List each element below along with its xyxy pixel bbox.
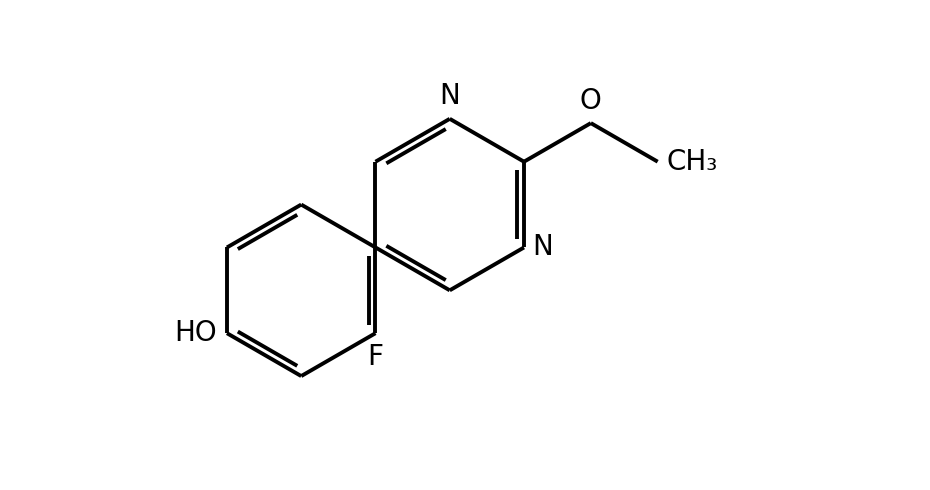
Text: O: O bbox=[580, 87, 602, 115]
Text: N: N bbox=[439, 82, 460, 110]
Text: CH₃: CH₃ bbox=[666, 147, 718, 176]
Text: N: N bbox=[533, 233, 553, 262]
Text: HO: HO bbox=[174, 319, 217, 347]
Text: F: F bbox=[367, 343, 383, 371]
